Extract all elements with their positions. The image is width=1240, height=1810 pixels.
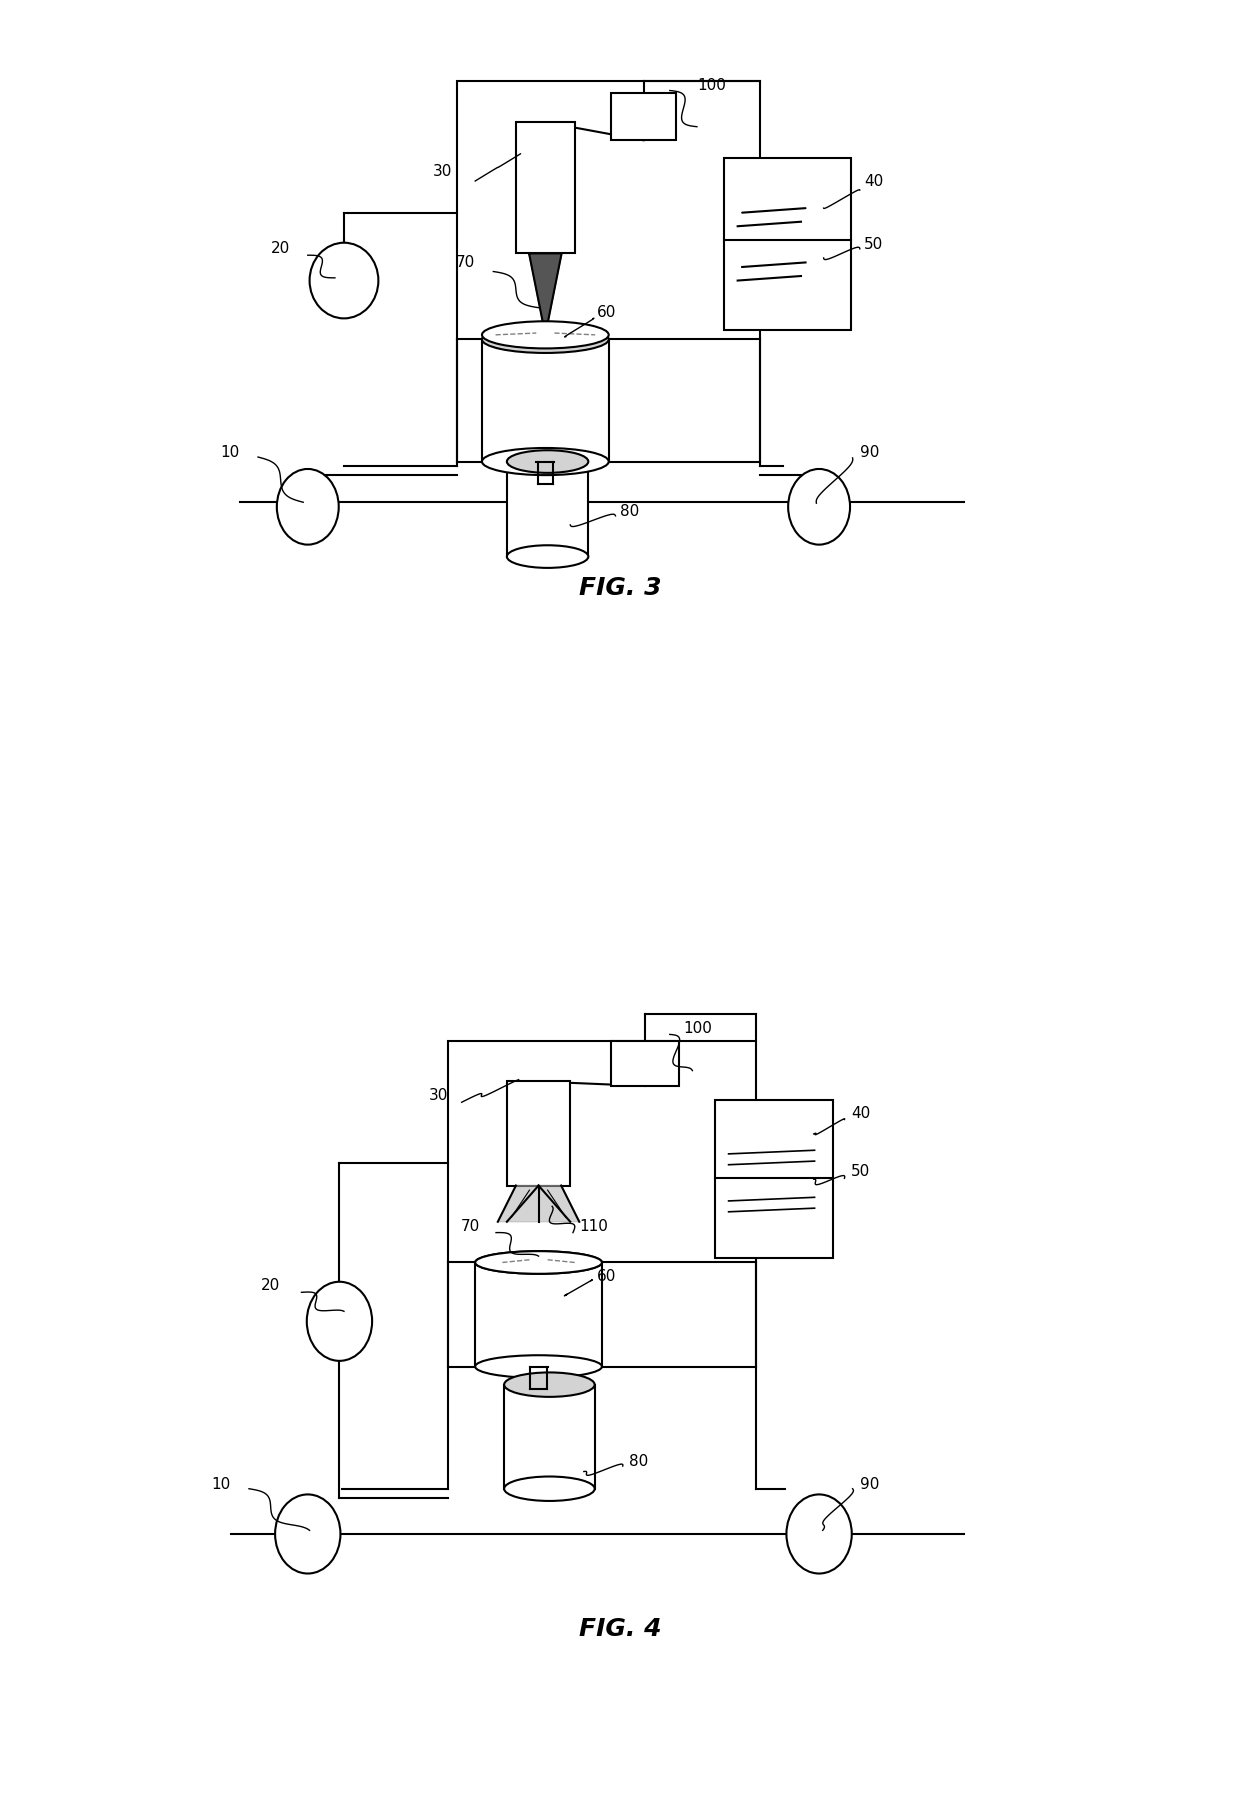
- Text: FIG. 3: FIG. 3: [579, 576, 661, 601]
- Bar: [458, 81, 760, 340]
- Text: 60: 60: [598, 1269, 616, 1283]
- Ellipse shape: [475, 1251, 601, 1274]
- Ellipse shape: [789, 469, 851, 545]
- Text: 70: 70: [456, 255, 475, 270]
- Text: 90: 90: [859, 445, 879, 460]
- Text: 20: 20: [270, 241, 290, 257]
- Text: 110: 110: [579, 1218, 608, 1234]
- Text: 10: 10: [212, 1477, 231, 1491]
- Ellipse shape: [482, 326, 609, 353]
- Text: 60: 60: [598, 304, 616, 320]
- Text: 70: 70: [460, 1218, 480, 1234]
- Ellipse shape: [505, 1372, 595, 1397]
- Text: 30: 30: [429, 1088, 448, 1102]
- Ellipse shape: [482, 322, 609, 349]
- Bar: [611, 94, 676, 141]
- Text: 90: 90: [859, 1477, 879, 1491]
- Bar: [507, 462, 588, 557]
- Ellipse shape: [507, 451, 588, 472]
- Text: 50: 50: [864, 237, 884, 252]
- Text: 80: 80: [620, 503, 640, 519]
- Bar: [482, 340, 609, 462]
- Bar: [505, 1385, 595, 1488]
- Text: 30: 30: [433, 165, 453, 179]
- Polygon shape: [529, 253, 562, 335]
- Text: FIG. 4: FIG. 4: [579, 1616, 661, 1642]
- Text: 80: 80: [629, 1453, 649, 1470]
- Text: 10: 10: [221, 445, 239, 460]
- Bar: [724, 159, 851, 329]
- Ellipse shape: [275, 1495, 341, 1573]
- Bar: [507, 1081, 570, 1186]
- Ellipse shape: [786, 1495, 852, 1573]
- Ellipse shape: [277, 469, 339, 545]
- Bar: [448, 1041, 755, 1263]
- Bar: [611, 1041, 678, 1086]
- Bar: [715, 1099, 833, 1258]
- Text: 100: 100: [697, 78, 725, 94]
- Polygon shape: [497, 1186, 579, 1222]
- Ellipse shape: [482, 447, 609, 474]
- Ellipse shape: [475, 1356, 601, 1377]
- Ellipse shape: [306, 1281, 372, 1361]
- Ellipse shape: [310, 243, 378, 319]
- Text: 20: 20: [262, 1278, 280, 1292]
- Text: 100: 100: [683, 1021, 712, 1037]
- Ellipse shape: [505, 1477, 595, 1500]
- Ellipse shape: [507, 545, 588, 568]
- Bar: [475, 1263, 601, 1367]
- Text: 40: 40: [864, 174, 884, 188]
- Text: 40: 40: [851, 1106, 870, 1120]
- Ellipse shape: [475, 1251, 601, 1274]
- Bar: [516, 123, 575, 253]
- Text: 50: 50: [851, 1164, 870, 1180]
